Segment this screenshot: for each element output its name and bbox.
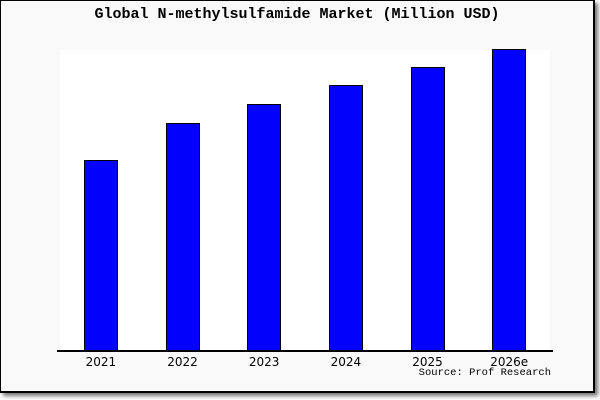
plot-area: [60, 48, 550, 351]
x-tick-label: 2026e: [490, 355, 529, 369]
bar-slot: [142, 50, 224, 351]
bar-slot: [305, 50, 387, 351]
bar-slot: [387, 50, 469, 351]
source-credit: Source: Prof Research: [418, 367, 551, 379]
x-tick-label: 2023: [248, 355, 280, 369]
bar-2023: [247, 104, 282, 351]
bar-2024: [328, 85, 363, 351]
x-axis-labels: 2021 2022 2023 2024 2025 2026e: [60, 355, 550, 369]
bar-2025: [410, 66, 445, 351]
bar-slot: [223, 50, 305, 351]
bar-slot: [60, 50, 142, 351]
x-tick-label: 2024: [330, 355, 362, 369]
x-tick-label: 2025: [412, 355, 443, 369]
x-tick-label: 2022: [167, 355, 198, 369]
bar-2026e: [492, 48, 527, 351]
chart-frame: Global N-methylsulfamide Market (Million…: [0, 0, 595, 393]
bar-2022: [165, 122, 200, 351]
x-axis-line: [57, 350, 553, 352]
bar-2021: [83, 159, 118, 351]
x-tick-label: 2021: [85, 355, 117, 369]
chart-title: Global N-methylsulfamide Market (Million…: [94, 6, 500, 23]
bar-slot: [468, 48, 550, 351]
